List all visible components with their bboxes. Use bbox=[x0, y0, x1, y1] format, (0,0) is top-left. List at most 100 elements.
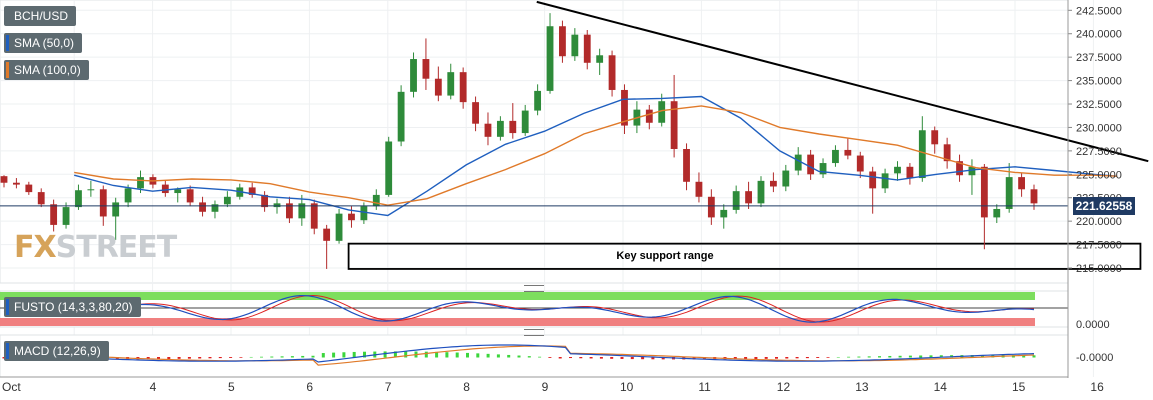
macd-histogram-bar bbox=[888, 355, 892, 358]
candle-body bbox=[844, 149, 852, 156]
macd-histogram-bar bbox=[630, 357, 634, 360]
macd-histogram-bar bbox=[517, 355, 521, 358]
candle-body bbox=[323, 228, 331, 241]
macd-histogram-bar bbox=[260, 356, 263, 358]
candle-body bbox=[298, 203, 306, 219]
macd-histogram-bar bbox=[785, 357, 789, 359]
macd-histogram-bar bbox=[208, 357, 212, 359]
macd-histogram-bar bbox=[321, 353, 325, 358]
x-tick-label: Oct bbox=[2, 380, 21, 394]
candle-body bbox=[484, 123, 492, 137]
macd-histogram-bar bbox=[939, 355, 943, 358]
main-plot-area bbox=[0, 0, 1069, 284]
legend-instrument[interactable]: BCH/USD bbox=[4, 6, 77, 26]
legend-macd[interactable]: MACD (12,26,9) bbox=[4, 341, 109, 361]
macd-histogram-bar bbox=[589, 357, 593, 359]
candle-body bbox=[112, 202, 120, 217]
candle-body bbox=[956, 161, 963, 176]
candle-body bbox=[794, 154, 802, 171]
candle-body bbox=[608, 55, 616, 90]
legend-sma100[interactable]: SMA (100,0) bbox=[4, 60, 89, 80]
candle-body bbox=[509, 120, 517, 134]
x-tick-label: 11 bbox=[698, 380, 711, 394]
candle-body bbox=[918, 130, 926, 179]
y-tick-label: 240.0000 bbox=[1076, 29, 1122, 41]
candle-body bbox=[434, 78, 442, 96]
macd-histogram-bar bbox=[733, 357, 737, 360]
support-range-box bbox=[347, 242, 1142, 270]
candle-body bbox=[25, 184, 33, 193]
logo-fx: FX bbox=[14, 230, 57, 265]
macd-histogram-bar bbox=[476, 353, 480, 358]
candle-body bbox=[819, 163, 827, 175]
macd-histogram-bar bbox=[836, 356, 840, 358]
x-tick-label: 16 bbox=[1090, 380, 1104, 394]
pane-resize-handle-2[interactable] bbox=[524, 329, 544, 336]
candle-body bbox=[707, 196, 715, 218]
candle-body bbox=[385, 141, 393, 195]
candle-body bbox=[720, 209, 728, 218]
legend-sma50[interactable]: SMA (50,0) bbox=[4, 33, 83, 53]
candle-body bbox=[410, 59, 417, 92]
macd-histogram-bar bbox=[908, 355, 912, 358]
macd-histogram-bar bbox=[445, 352, 449, 358]
candle-body bbox=[75, 190, 82, 208]
macd-histogram-bar bbox=[641, 357, 645, 360]
macd-histogram-bar bbox=[187, 357, 191, 359]
candle-body bbox=[769, 180, 777, 187]
macd-histogram-bar bbox=[218, 357, 222, 359]
macd-histogram-bar bbox=[486, 353, 490, 358]
candle-body bbox=[348, 213, 355, 221]
macd-histogram-bar bbox=[826, 357, 830, 358]
candle-body bbox=[199, 202, 206, 212]
y-tick-label: 225.0000 bbox=[1076, 169, 1122, 181]
macd-histogram-bar bbox=[146, 357, 150, 360]
pane-resize-handle-1[interactable] bbox=[524, 285, 544, 292]
candle-body bbox=[1030, 189, 1038, 204]
macd-histogram-bar bbox=[661, 357, 665, 360]
candle-body bbox=[881, 173, 889, 189]
legend-fusto-label: FUSTO (14,3,3,80,20) bbox=[14, 300, 133, 314]
legend-sma100-label: SMA (100,0) bbox=[14, 63, 81, 77]
candle-body bbox=[583, 34, 591, 63]
macd-histogram-bar bbox=[404, 351, 408, 358]
y-tick-label: 237.5000 bbox=[1076, 52, 1122, 64]
macd-histogram-bar bbox=[981, 355, 984, 358]
macd-histogram-bar bbox=[507, 354, 511, 358]
macd-histogram-bar bbox=[393, 351, 397, 358]
legend-fusto[interactable]: FUSTO (14,3,3,80,20) bbox=[4, 297, 141, 317]
x-tick-label: 6 bbox=[306, 380, 313, 394]
macd-histogram-bar bbox=[455, 352, 459, 358]
macd-histogram-bar bbox=[620, 357, 624, 359]
macd-histogram-bar bbox=[847, 356, 851, 358]
logo-street: STREET bbox=[55, 230, 178, 265]
fusto-main-line bbox=[3, 295, 1035, 323]
y-tick-label: 230.0000 bbox=[1076, 122, 1122, 134]
macd-histogram-bar bbox=[919, 355, 923, 358]
x-tick-label: 4 bbox=[150, 380, 157, 394]
macd-histogram-bar bbox=[466, 352, 469, 358]
candle-body bbox=[1018, 177, 1026, 190]
candle-body bbox=[360, 206, 368, 221]
candle-body bbox=[87, 189, 95, 191]
candle-body bbox=[261, 194, 269, 208]
candle-body bbox=[621, 89, 628, 126]
macd-histogram-bar bbox=[878, 356, 881, 358]
macd-histogram-bar bbox=[569, 357, 572, 359]
candle-body bbox=[174, 189, 182, 194]
y-tick-label: 235.0000 bbox=[1076, 76, 1122, 88]
legend-instrument-label: BCH/USD bbox=[14, 9, 69, 23]
x-tick-label: 5 bbox=[228, 380, 235, 394]
sma50-swatch bbox=[6, 35, 9, 51]
macd-histogram-bar bbox=[795, 357, 799, 359]
macd-histogram-bar bbox=[651, 357, 655, 360]
candle-body bbox=[161, 184, 169, 194]
candle-body bbox=[596, 55, 604, 63]
candle-body bbox=[807, 154, 815, 175]
macd-histogram-bar bbox=[1032, 355, 1036, 358]
macd-histogram-bar bbox=[198, 357, 202, 359]
candle-body bbox=[124, 188, 132, 203]
macd-histogram-bar bbox=[702, 357, 706, 360]
macd-histogram-bar bbox=[857, 356, 861, 358]
x-tick-label: 7 bbox=[385, 380, 392, 394]
